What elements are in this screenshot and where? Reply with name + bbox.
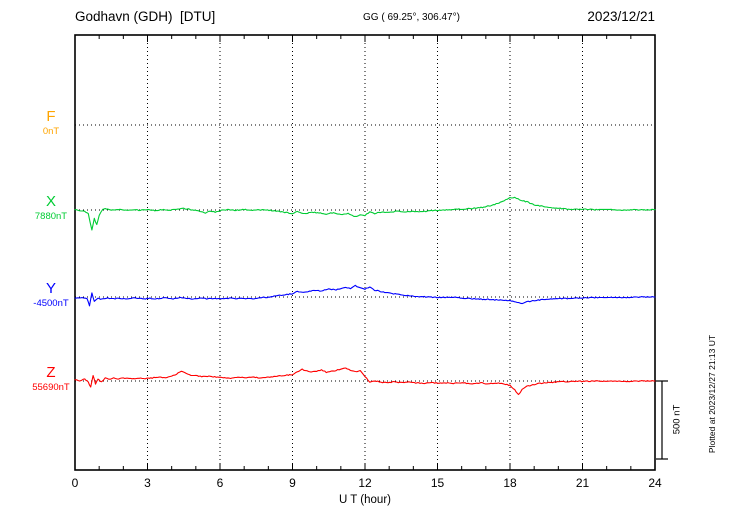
trace-label-y: Y (45, 280, 56, 297)
plotted-at-note: Plotted at 2023/12/27 21:13 UT (707, 334, 717, 454)
station-title: Godhavn (GDH) [DTU] (75, 9, 216, 24)
trace-baseline-value-y: -4500nT (33, 298, 69, 309)
trace-baseline-value-z: 55690nT (32, 382, 70, 393)
x-tick-label: 0 (71, 476, 79, 490)
x-tick-label: 21 (575, 476, 590, 490)
x-tick-label: 12 (358, 476, 372, 490)
trace-z (74, 367, 656, 396)
x-tick-label: 3 (144, 476, 151, 490)
trace-label-f: F (46, 108, 56, 125)
date-label: 2023/12/21 (587, 9, 655, 24)
x-tick-label: 24 (648, 476, 662, 490)
trace-baseline-value-f: 0nT (42, 126, 60, 137)
trace-y (74, 284, 656, 307)
scale-bar-label: 500 nT (671, 404, 683, 435)
trace-x (74, 196, 656, 231)
trace-baseline-value-x: 7880nT (34, 211, 68, 222)
x-tick-label: 6 (216, 476, 224, 490)
trace-label-x: X (45, 193, 56, 210)
x-axis-label: U T (hour) (339, 494, 391, 506)
x-tick-label: 15 (430, 476, 445, 490)
x-tick-label: 9 (289, 476, 296, 490)
gg-coordinates: GG ( 69.25°, 306.47°) (363, 12, 460, 23)
x-tick-label: 18 (503, 476, 517, 490)
trace-label-z: Z (46, 364, 56, 381)
